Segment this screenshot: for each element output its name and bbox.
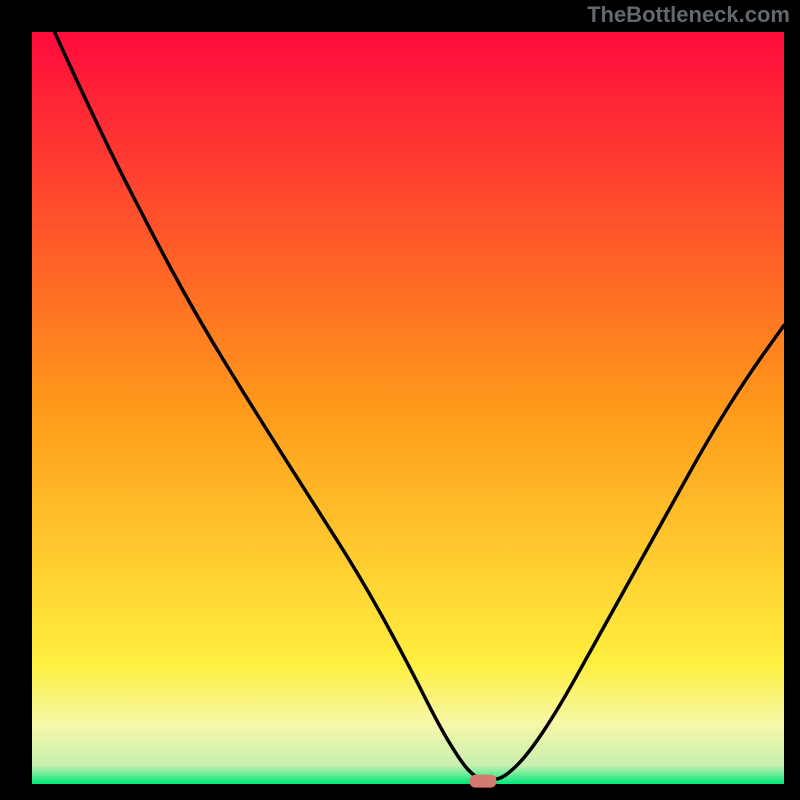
watermark-text: TheBottleneck.com	[587, 2, 790, 28]
bottleneck-curve	[0, 0, 800, 800]
optimal-marker	[470, 775, 497, 788]
chart-container: TheBottleneck.com	[0, 0, 800, 800]
